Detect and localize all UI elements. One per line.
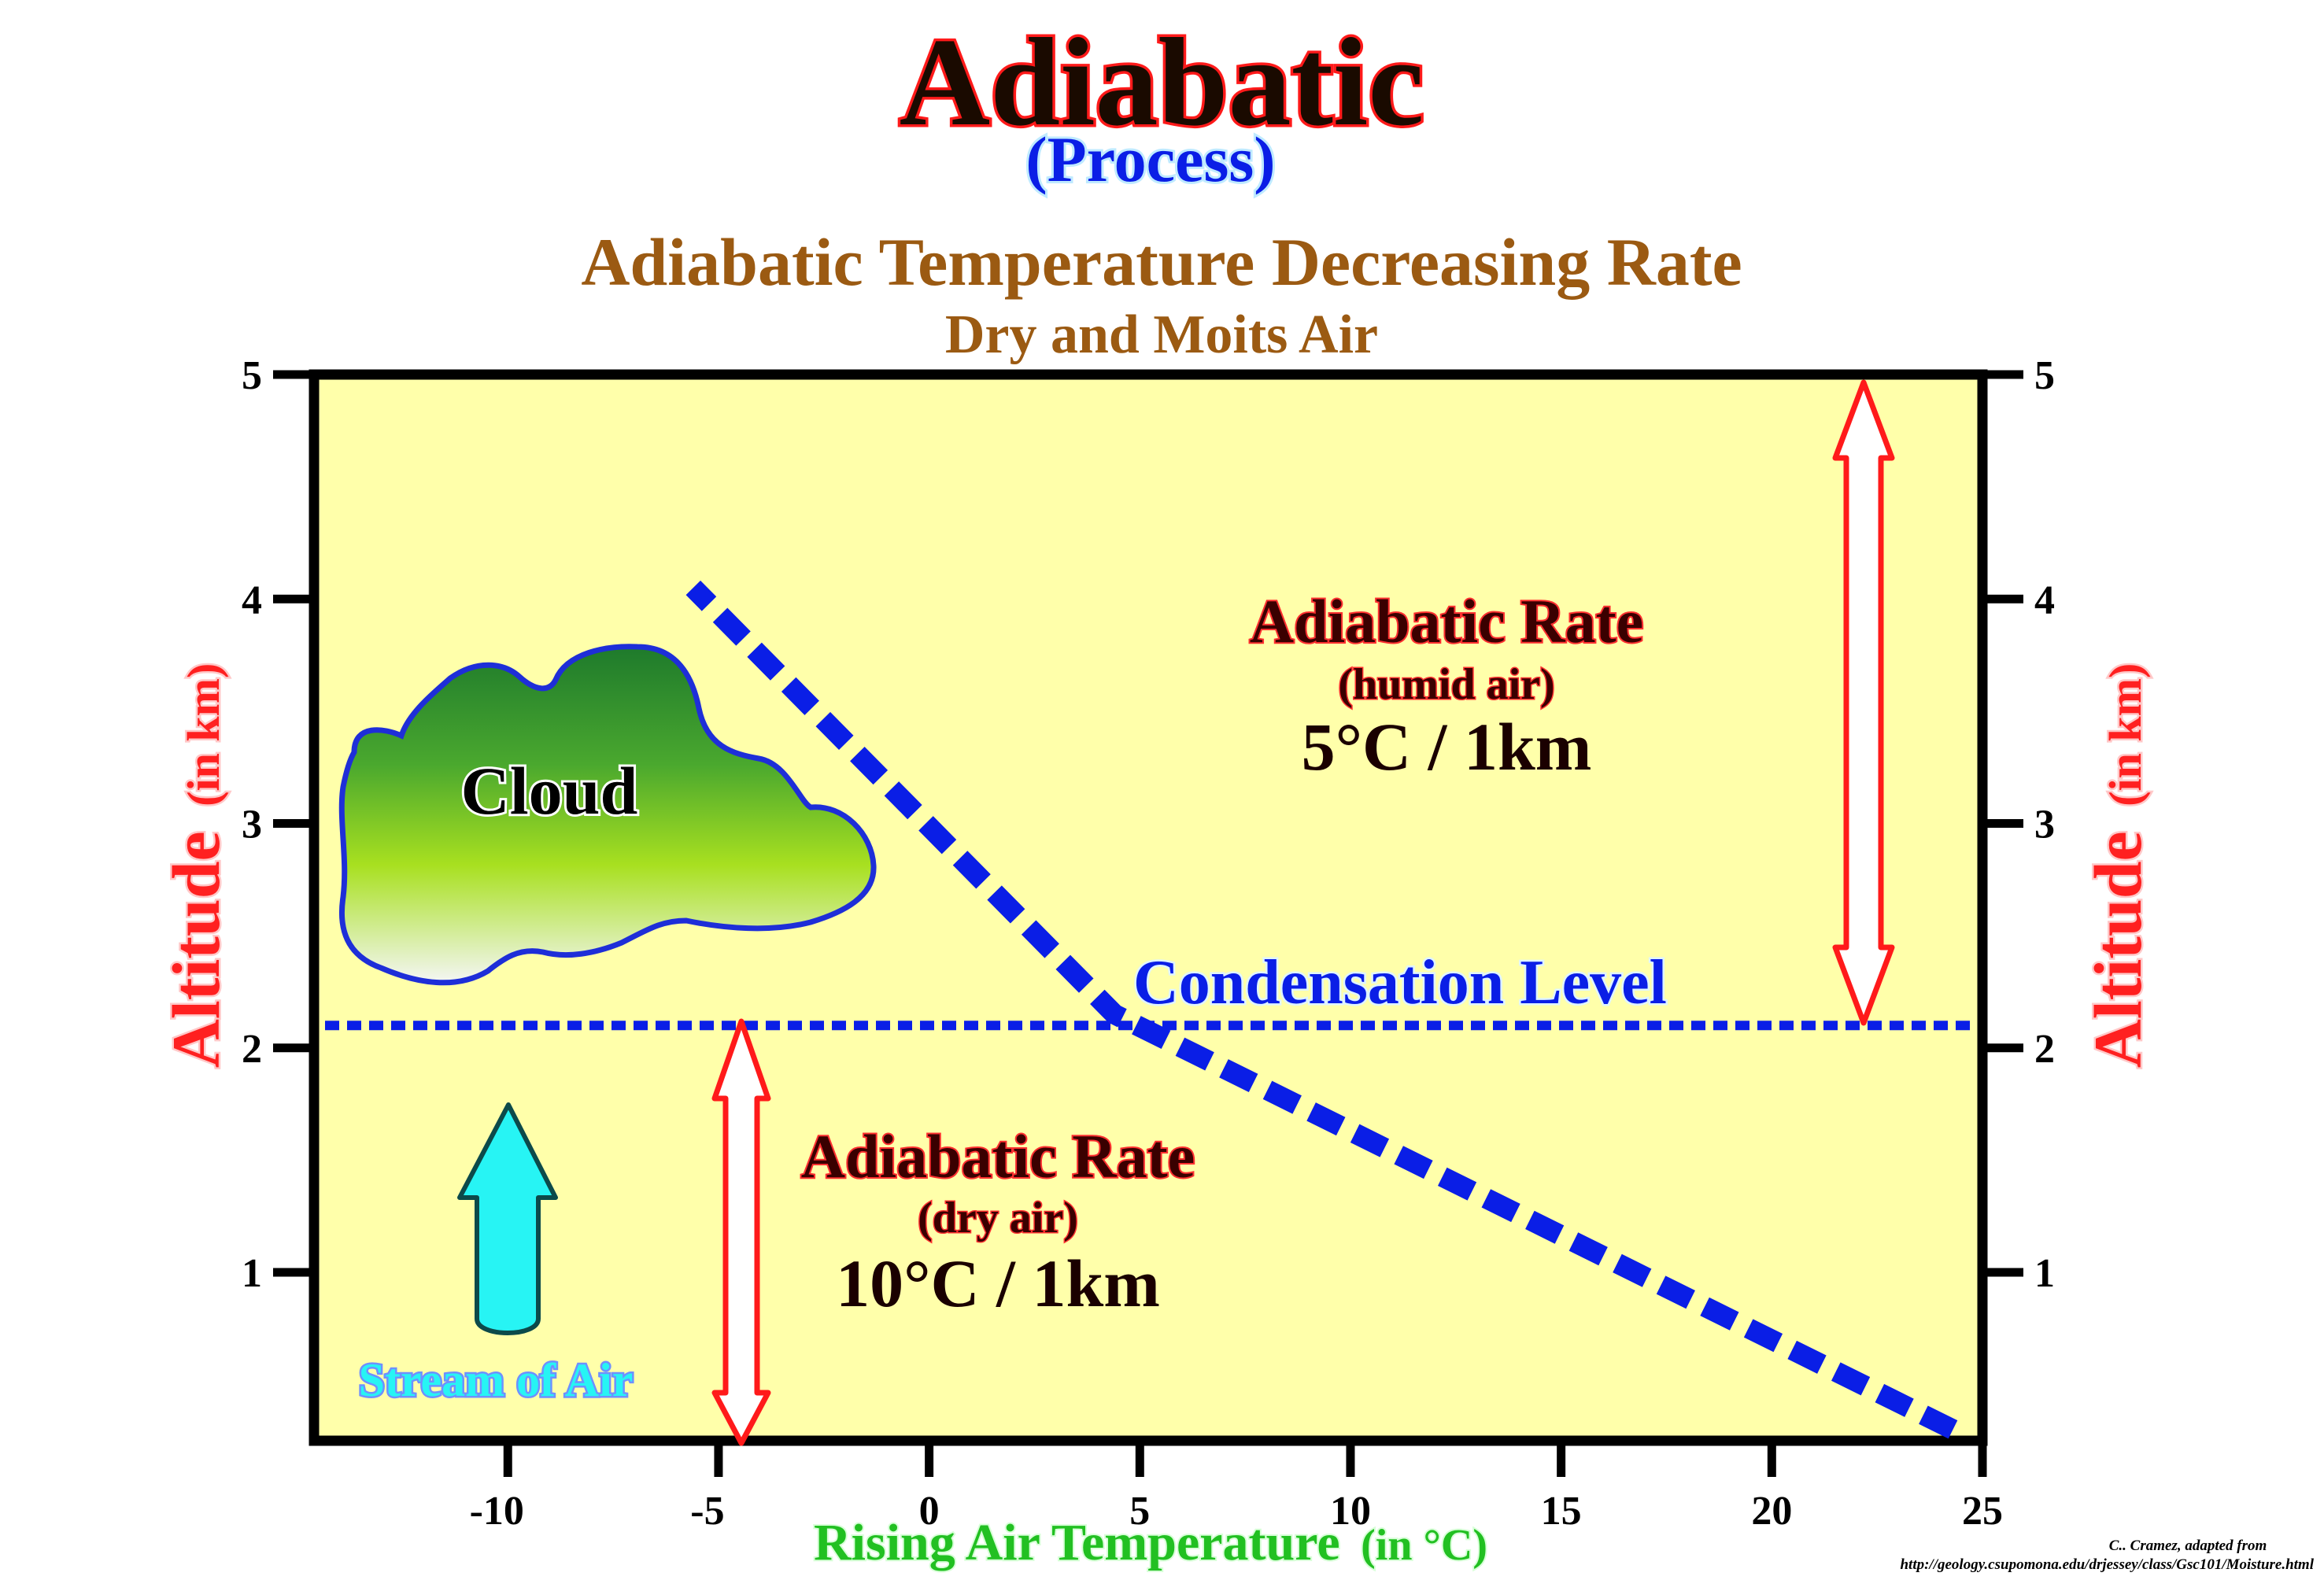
x-axis-label: Rising Air Temperature (in °C) <box>814 1514 1487 1571</box>
humid-rate-subtitle: (humid air) <box>1338 660 1554 709</box>
x-axis-label-main: Rising Air Temperature <box>814 1514 1340 1571</box>
x-tick-label: -10 <box>470 1489 524 1534</box>
y-tick-label-left: 4 <box>242 578 262 622</box>
humid-rate-value: 5°C / 1km <box>1302 709 1592 784</box>
chart-title: Adiabatic Temperature Decreasing Rate <box>581 224 1742 300</box>
credit-line-1: C.. Cramez, adapted from <box>2109 1538 2267 1554</box>
humid-range-arrow <box>1832 379 1895 1026</box>
chart-subtitle: Dry and Moits Air <box>945 305 1378 365</box>
y-axis-label-right-main: Altitude <box>2080 831 2156 1068</box>
dry-rate-subtitle: (dry air) <box>918 1194 1078 1242</box>
humid-rate-title: Adiabatic Rate <box>1250 587 1643 655</box>
page-title: Adiabatic <box>900 12 1424 152</box>
y-axis-label-left-main: Altitude <box>158 831 234 1068</box>
y-axis-label-right: Altitude (in km) <box>2080 663 2156 1069</box>
x-tick-label: 5 <box>1129 1489 1150 1534</box>
x-tick-label: 10 <box>1330 1489 1371 1534</box>
x-tick-label: -5 <box>690 1489 724 1534</box>
y-tick-label-right: 3 <box>2034 803 2055 847</box>
dry-rate-value: 10°C / 1km <box>836 1246 1160 1321</box>
y-axis-label-left: Altitude (in km) <box>158 663 234 1069</box>
x-axis-label-unit: (in °C) <box>1361 1521 1487 1570</box>
y-tick-label-right: 1 <box>2034 1251 2055 1296</box>
y-tick-label-right: 2 <box>2034 1027 2055 1072</box>
y-tick-label-right: 5 <box>2034 353 2055 398</box>
y-tick-label-left: 5 <box>242 353 262 398</box>
y-tick-label-right: 4 <box>2034 578 2055 622</box>
dry-rate-title: Adiabatic Rate <box>801 1122 1195 1191</box>
stream-of-air-label: Stream of Air <box>359 1354 634 1406</box>
x-tick-label: 25 <box>1962 1489 2003 1534</box>
cloud-shape <box>338 644 877 986</box>
x-tick-label: 15 <box>1541 1489 1582 1534</box>
x-tick-label: 0 <box>919 1489 940 1534</box>
y-axis-left: 1 2 3 4 5 <box>242 353 314 1296</box>
cloud-label: Cloud <box>461 753 638 829</box>
credit-line-2: http://geology.csupomona.edu/drjessey/cl… <box>1900 1556 2314 1573</box>
dry-range-arrow <box>711 1018 771 1446</box>
x-tick-label: 20 <box>1751 1489 1792 1534</box>
y-axis-label-right-unit: (in km) <box>2100 663 2151 807</box>
adiabatic-rate-line <box>685 580 1958 1439</box>
y-tick-label-left: 1 <box>242 1251 262 1296</box>
y-tick-label-left: 3 <box>242 803 262 847</box>
rising-air-arrow <box>457 1102 558 1335</box>
page-subtitle: (Process) <box>1025 124 1275 195</box>
y-axis-right: 1 2 3 4 5 <box>1982 353 2055 1296</box>
x-axis: -10 -5 0 5 10 15 20 25 <box>470 1441 2003 1534</box>
condensation-level-label: Condensation Level <box>1133 948 1667 1017</box>
y-tick-label-left: 2 <box>242 1027 262 1072</box>
y-axis-label-left-unit: (in km) <box>178 663 229 807</box>
